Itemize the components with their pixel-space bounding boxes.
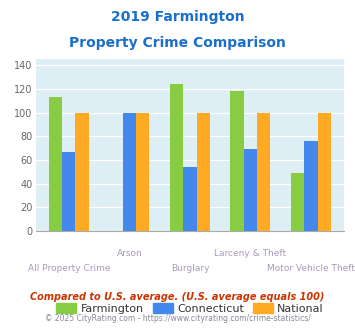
- Text: Property Crime Comparison: Property Crime Comparison: [69, 36, 286, 50]
- Bar: [318, 113, 331, 231]
- Bar: [170, 84, 183, 231]
- Text: Arson: Arson: [116, 249, 142, 258]
- Bar: [257, 113, 271, 231]
- Text: Larceny & Theft: Larceny & Theft: [214, 249, 286, 258]
- Text: Burglary: Burglary: [171, 264, 209, 273]
- Bar: [76, 113, 89, 231]
- Text: © 2025 CityRating.com - https://www.cityrating.com/crime-statistics/: © 2025 CityRating.com - https://www.city…: [45, 314, 310, 323]
- Bar: [230, 91, 244, 231]
- Bar: [136, 113, 149, 231]
- Bar: [62, 152, 76, 231]
- Bar: [123, 113, 136, 231]
- Text: All Property Crime: All Property Crime: [28, 264, 110, 273]
- Bar: [197, 113, 210, 231]
- Bar: [291, 173, 304, 231]
- Bar: [304, 141, 318, 231]
- Text: 2019 Farmington: 2019 Farmington: [111, 10, 244, 24]
- Text: Compared to U.S. average. (U.S. average equals 100): Compared to U.S. average. (U.S. average …: [30, 292, 325, 302]
- Bar: [244, 149, 257, 231]
- Bar: [49, 97, 62, 231]
- Legend: Farmington, Connecticut, National: Farmington, Connecticut, National: [51, 298, 328, 318]
- Bar: [183, 167, 197, 231]
- Text: Motor Vehicle Theft: Motor Vehicle Theft: [267, 264, 355, 273]
